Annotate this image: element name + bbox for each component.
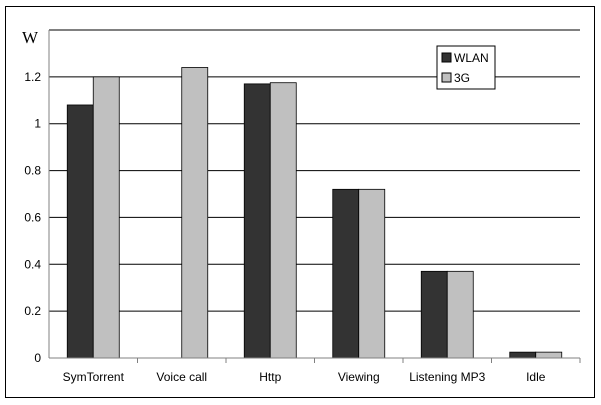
bar-3g-viewing: [358, 188, 386, 359]
x-tick-label: Idle: [526, 370, 546, 384]
y-tick-label: 0.4: [24, 257, 41, 271]
gridlines: [49, 29, 580, 312]
x-tick-label: Http: [259, 370, 281, 384]
y-axis-unit-label: W: [22, 28, 39, 47]
bar-3g-symtorrent: [92, 76, 120, 359]
y-tick-label: 0.8: [24, 164, 41, 178]
legend-label-wlan: WLAN: [454, 51, 489, 65]
bar-wlan-listening-mp3: [420, 270, 448, 359]
bars: [66, 67, 563, 359]
legend-label-3g: 3G: [454, 71, 470, 85]
bar-wlan-symtorrent: [66, 104, 94, 359]
bar-3g-idle: [535, 351, 563, 359]
x-tick-labels: SymTorrent Voice call Http Viewing Listening…: [63, 370, 546, 384]
y-tick-label: 0.2: [24, 304, 41, 318]
x-tick-label: Listening MP3: [409, 370, 485, 384]
bar-3g-listening-mp3: [446, 270, 474, 359]
x-tick-label: Voice call: [156, 370, 207, 384]
y-tick-label: 0.6: [24, 210, 41, 224]
y-tick-label: 0: [34, 351, 41, 365]
legend-swatch-3g: [441, 72, 452, 83]
y-tick-labels: 0 0.2 0.4 0.6 0.8 1 1.2: [24, 70, 41, 365]
legend-swatch-wlan: [441, 52, 452, 63]
bar-3g-http: [269, 82, 297, 359]
bar-wlan-http: [243, 83, 271, 359]
y-tick-label: 1.2: [24, 70, 41, 84]
axes: [48, 30, 581, 363]
legend: WLAN 3G: [436, 45, 496, 90]
bar-wlan-viewing: [332, 188, 360, 359]
x-tick-label: Viewing: [338, 370, 380, 384]
bar-wlan-idle: [509, 351, 537, 359]
y-tick-label: 1: [34, 117, 41, 131]
bar-3g-voice-call: [181, 67, 209, 359]
x-tick-label: SymTorrent: [63, 370, 125, 384]
